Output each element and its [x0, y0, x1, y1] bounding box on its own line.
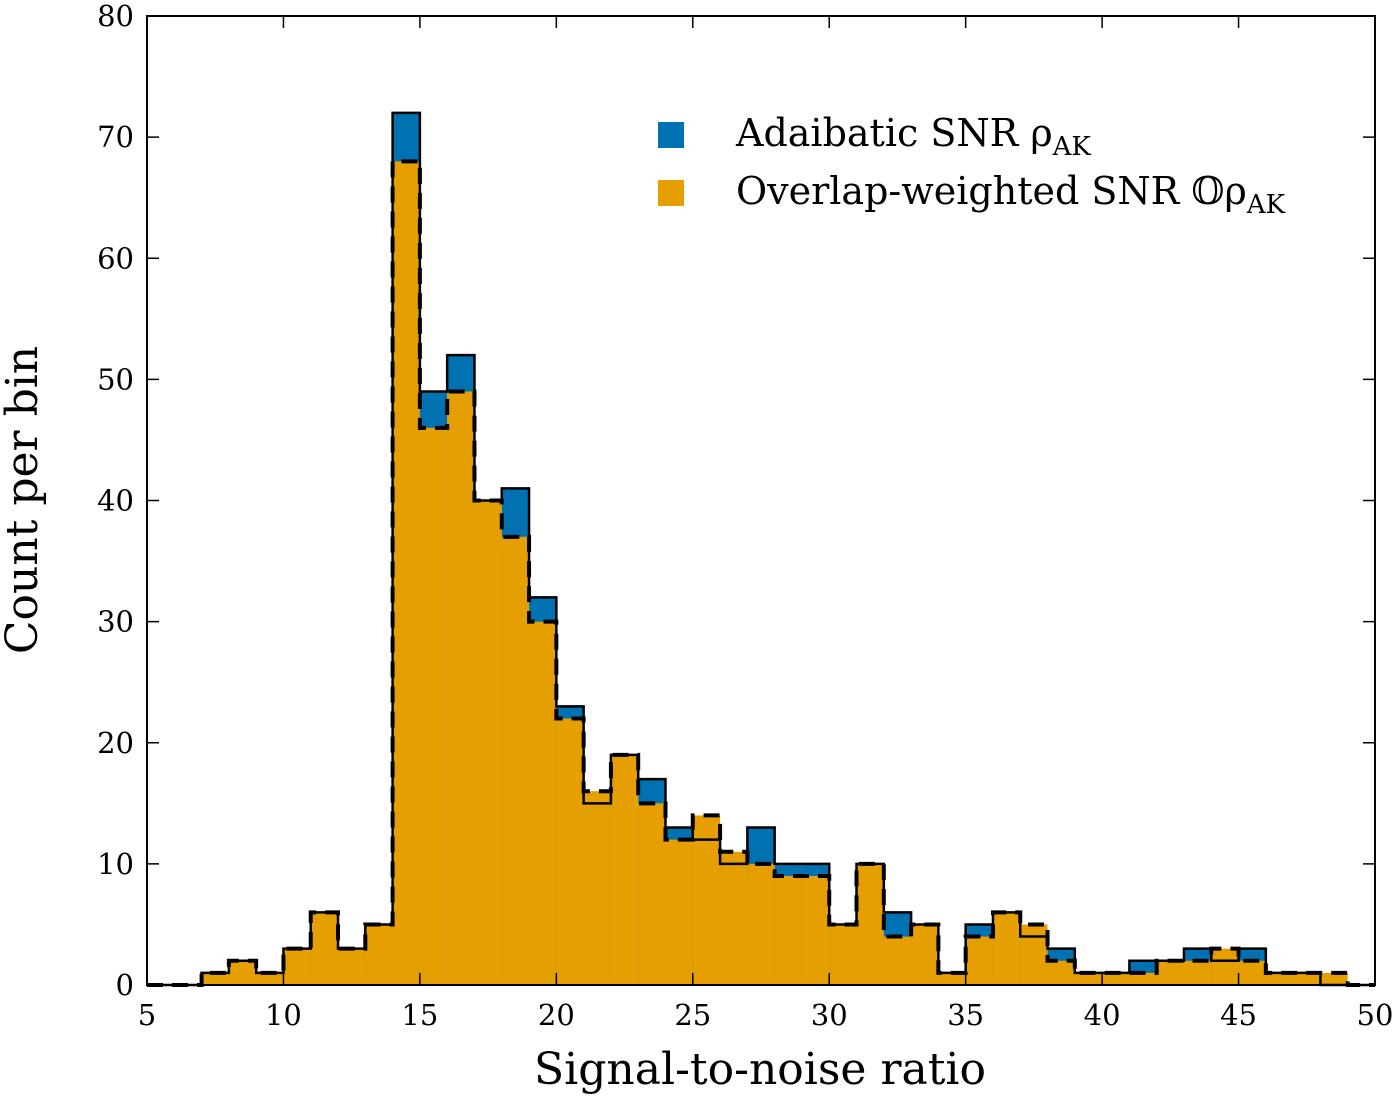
bar-overlap-15 [556, 718, 584, 985]
x-tick-label: 40 [1084, 998, 1121, 1032]
y-tick-label: 20 [97, 726, 134, 760]
x-tick-label: 30 [811, 998, 848, 1032]
bar-overlap-29 [938, 972, 966, 985]
y-tick-label: 0 [116, 968, 134, 1002]
bar-overlap-9 [392, 161, 420, 986]
bar-overlap-36 [1129, 972, 1157, 985]
y-tick-label: 30 [97, 605, 134, 639]
bar-overlap-32 [1020, 924, 1048, 985]
legend-label-overlap: Overlap-weighted SNR 𝕆ρAK [736, 169, 1286, 220]
x-axis-label: Signal-to-noise ratio [534, 1044, 986, 1095]
bar-overlap-5 [283, 948, 311, 985]
bar-overlap-11 [447, 391, 475, 985]
x-tick-label: 10 [265, 998, 302, 1032]
legend: Adaibatic SNR ρAK Overlap-weighted SNR 𝕆… [658, 111, 1286, 220]
bar-overlap-13 [501, 536, 530, 985]
orange-series-bars [201, 161, 1348, 986]
bar-overlap-33 [1047, 960, 1075, 985]
bar-overlap-26 [856, 863, 884, 985]
bar-overlap-4 [256, 972, 284, 985]
y-tick-label: 70 [97, 120, 134, 154]
bar-overlap-22 [747, 863, 775, 985]
bar-overlap-16 [583, 791, 611, 985]
x-tick-label: 5 [138, 998, 156, 1032]
bar-overlap-24 [801, 875, 830, 985]
bar-overlap-23 [774, 875, 802, 985]
outline-overlap [147, 159, 1375, 987]
series-outlines [147, 111, 1375, 987]
bar-overlap-28 [911, 924, 939, 985]
y-tick-label: 10 [97, 847, 134, 881]
bar-overlap-21 [720, 851, 748, 985]
bar-overlap-2 [201, 972, 229, 985]
tick-labels: 5 10 15 20 25 30 35 40 45 50 0 10 20 30 40 50 60 70 80 [97, 0, 1393, 1032]
y-tick-label: 50 [97, 362, 134, 396]
bar-overlap-27 [883, 936, 912, 985]
bar-overlap-35 [1102, 972, 1130, 985]
x-tick-label: 45 [1220, 998, 1257, 1032]
bar-overlap-17 [610, 754, 639, 985]
bar-overlap-7 [338, 948, 366, 985]
x-tick-label: 20 [538, 998, 575, 1032]
x-tick-label: 25 [674, 998, 711, 1032]
bar-overlap-14 [529, 621, 557, 985]
bar-overlap-8 [365, 924, 393, 985]
bar-overlap-34 [1074, 972, 1103, 985]
bar-overlap-31 [992, 912, 1021, 985]
outline-adiabatic [147, 111, 1375, 987]
legend-swatch-adiabatic [658, 122, 684, 148]
bar-overlap-25 [829, 924, 857, 985]
bar-overlap-38 [1183, 960, 1212, 985]
bar-overlap-43 [1320, 972, 1348, 985]
bar-overlap-10 [419, 427, 448, 985]
bar-overlap-12 [474, 500, 502, 985]
axis-ticks [146, 15, 1376, 986]
x-tick-label: 35 [947, 998, 984, 1032]
legend-label-adiabatic: Adaibatic SNR ρAK [735, 111, 1091, 162]
bar-overlap-41 [1265, 972, 1294, 985]
blue-series-bars [201, 112, 1321, 985]
y-tick-label: 80 [97, 0, 134, 33]
bar-overlap-30 [965, 936, 993, 985]
y-axis-label: Count per bin [0, 346, 48, 654]
y-tick-label: 60 [97, 241, 134, 275]
y-tick-label: 40 [97, 484, 134, 518]
x-tick-label: 15 [401, 998, 438, 1032]
bar-overlap-37 [1156, 960, 1184, 985]
bar-overlap-3 [228, 960, 257, 985]
bar-overlap-40 [1238, 960, 1266, 985]
bar-overlap-42 [1293, 972, 1321, 985]
bar-overlap-18 [638, 803, 666, 985]
bar-overlap-39 [1211, 948, 1239, 985]
legend-swatch-overlap [658, 180, 684, 206]
x-tick-label: 50 [1357, 998, 1394, 1032]
bar-overlap-20 [692, 815, 721, 985]
bar-overlap-19 [665, 839, 693, 985]
bar-overlap-6 [310, 912, 339, 985]
